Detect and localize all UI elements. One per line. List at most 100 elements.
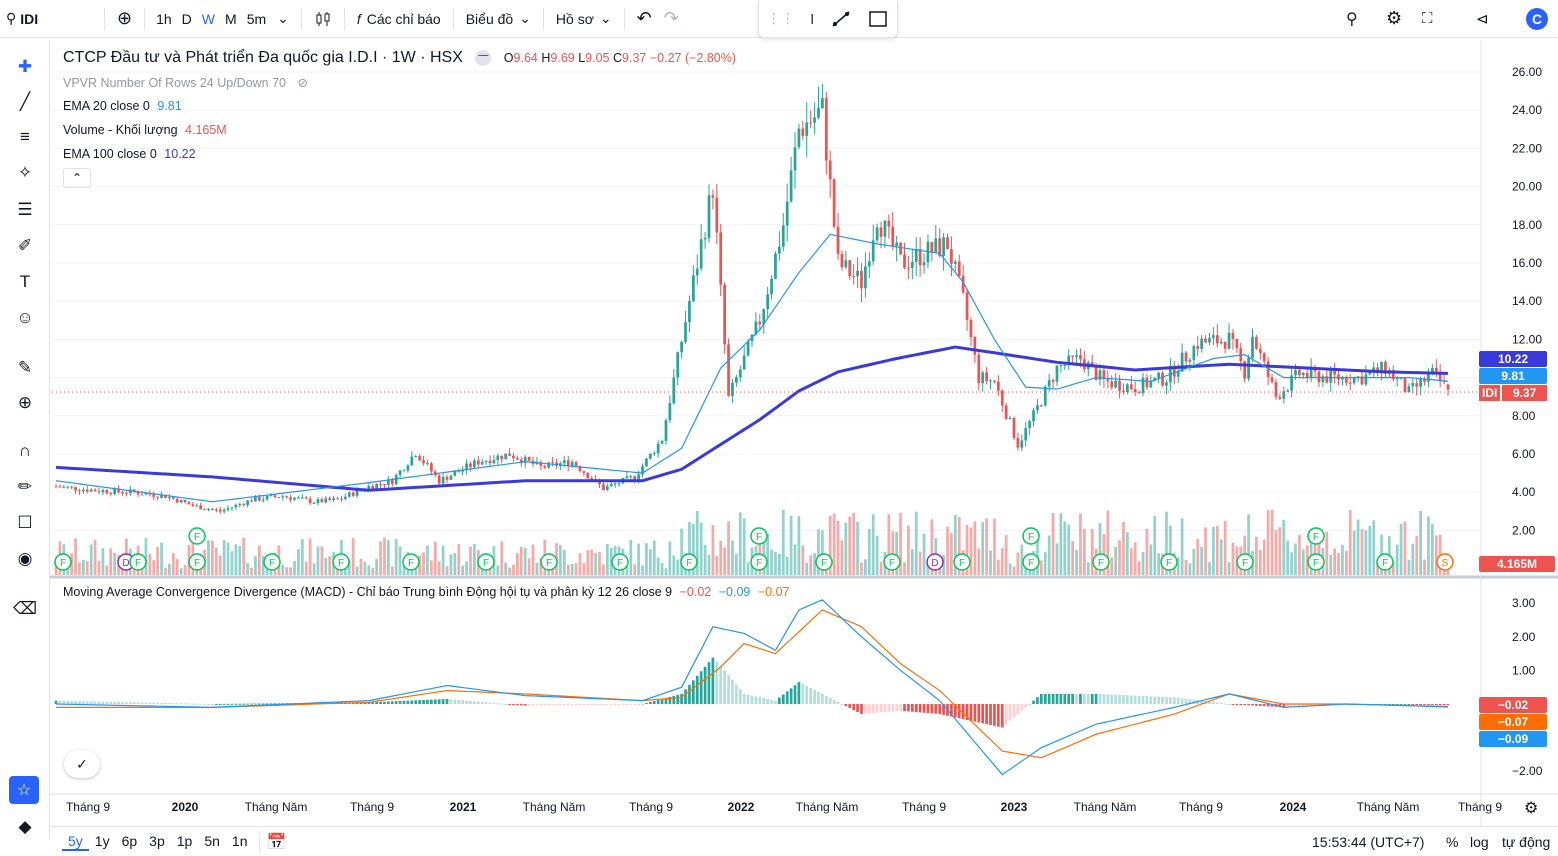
settings-button[interactable]: ⚙ <box>1380 0 1408 38</box>
fib-tool-icon[interactable]: ≡ <box>20 127 30 146</box>
volume-bar <box>242 537 246 575</box>
eye-icon[interactable]: ◉ <box>17 549 33 568</box>
range-5n[interactable]: 5n <box>204 832 220 849</box>
text-tool-icon[interactable]: T <box>19 272 31 291</box>
vertical-line-icon[interactable]: ǀ <box>810 10 814 27</box>
candle-body <box>668 403 672 421</box>
candle-body <box>946 237 949 250</box>
time-tick: 2021 <box>450 800 477 814</box>
candle-body <box>1059 365 1063 367</box>
macd-hist-bar <box>668 696 672 704</box>
candle-body <box>293 497 296 500</box>
axis-settings-button[interactable]: ⚙ <box>1524 798 1538 818</box>
candle-body <box>1075 355 1078 357</box>
redo-button[interactable]: ↷ <box>658 0 685 38</box>
range-1n[interactable]: 1n <box>231 832 248 849</box>
macd-hist-bar <box>449 699 453 704</box>
event-marker-f <box>750 527 768 545</box>
event-marker-f <box>1022 553 1040 571</box>
macd-label: Moving Average Convergence Divergence (M… <box>63 585 673 599</box>
macd-hist-bar <box>1247 704 1250 706</box>
interval-m[interactable]: M <box>225 10 237 27</box>
macd-hist-bar <box>613 704 617 705</box>
ruler-tool-icon[interactable]: ✎ <box>17 358 33 377</box>
volume-legend[interactable]: Volume - Khối lượng 4.165M <box>63 123 227 137</box>
ema100-legend[interactable]: EMA 100 close 0 10.22 <box>63 147 196 161</box>
ema20-legend[interactable]: EMA 20 close 0 9.81 <box>63 99 182 113</box>
profile-menu-button[interactable]: Hồ sơ ⌄ <box>550 0 618 38</box>
interval-w[interactable]: W <box>201 10 216 27</box>
add-compare-button[interactable]: ⊕ <box>111 0 138 38</box>
symbol-search[interactable]: ⚲ IDI <box>0 0 98 38</box>
collapse-legend-button[interactable]: ⌃ <box>63 168 91 188</box>
legend-menu-icon[interactable]: — <box>475 49 492 66</box>
log-toggle[interactable]: log <box>1470 833 1489 850</box>
volume-bar <box>484 560 488 575</box>
layers-icon[interactable]: ◆ <box>18 817 32 836</box>
interval-dropdown[interactable]: ⌄ <box>271 0 295 38</box>
lock-icon[interactable]: ☐ <box>17 513 33 532</box>
interval-d[interactable]: D <box>181 10 192 27</box>
vpvr-label: VPVR Number Of Rows 24 Up/Down 70 <box>63 76 287 90</box>
macd-hist-bar <box>426 699 429 704</box>
volume-bar <box>1411 543 1415 575</box>
range-6p[interactable]: 6p <box>121 832 138 849</box>
chart-title: CTCP Đầu tư và Phát triển Đa quốc gia I.… <box>63 49 463 66</box>
volume-bar <box>1106 510 1110 575</box>
emoji-tool-icon[interactable]: ☺ <box>16 308 34 327</box>
fullscreen-button[interactable]: ⛶ <box>1416 0 1439 38</box>
alert-button[interactable]: ⚲ <box>1340 0 1364 38</box>
macd-hist-bar <box>1258 704 1262 706</box>
chart-type-button[interactable] <box>308 0 338 38</box>
indicators-button[interactable]: f Các chỉ báo <box>351 0 447 38</box>
forecast-tool-icon[interactable]: ☰ <box>17 200 33 219</box>
interval-1h[interactable]: 1h <box>156 10 172 27</box>
go-to-date-icon[interactable]: 📅 <box>266 833 287 851</box>
brush-tool-icon[interactable]: ✐ <box>17 236 33 255</box>
crosshair-icon[interactable]: ✚ <box>17 57 33 76</box>
undo-button[interactable]: ↶ <box>631 0 658 38</box>
eye-off-icon[interactable]: ⊘ <box>297 76 308 90</box>
macd-hist-bar <box>664 697 668 704</box>
pattern-tool-icon[interactable]: ✧ <box>17 163 33 182</box>
macd-hist-bar <box>738 689 742 704</box>
chart-menu-button[interactable]: Biểu đồ ⌄ <box>460 0 537 38</box>
range-1y[interactable]: 1y <box>94 832 110 849</box>
volume-bar <box>336 563 339 575</box>
auto-toggle[interactable]: tự động <box>1502 833 1551 850</box>
time-tick: 2020 <box>172 800 199 814</box>
percent-toggle[interactable]: % <box>1446 833 1459 850</box>
trend-line-tool-icon[interactable]: ╱ <box>19 92 31 111</box>
volume-bar <box>797 516 801 575</box>
star-icon: ☆ <box>16 782 32 799</box>
volume-bar <box>1149 544 1153 575</box>
macd-legend[interactable]: Moving Average Convergence Divergence (M… <box>63 585 790 599</box>
interval-5m[interactable]: 5m <box>246 10 267 27</box>
candle-body <box>386 479 390 485</box>
macd-hist-bar <box>1196 700 1200 704</box>
macd-hist-bar <box>801 684 805 704</box>
share-button[interactable]: ⊲ <box>1470 0 1495 38</box>
vpvr-legend[interactable]: VPVR Number Of Rows 24 Up/Down 70 ⊘ <box>63 75 308 90</box>
watchlist-star-button[interactable]: ☆ <box>9 776 39 804</box>
zoom-in-icon[interactable]: ⊕ <box>17 393 33 412</box>
range-5y[interactable]: 5y <box>62 833 89 851</box>
macd-hist-bar <box>363 702 367 704</box>
drag-handle-icon[interactable]: ⋮⋮ <box>766 10 795 26</box>
lock-drawings-icon[interactable]: ✏ <box>17 477 33 496</box>
macd-hist-bar <box>492 702 496 704</box>
candle-body <box>1043 386 1047 406</box>
macd-hist-bar <box>512 704 515 705</box>
rectangle-icon[interactable] <box>867 9 889 29</box>
range-1p[interactable]: 1p <box>176 832 193 849</box>
volume-bar <box>770 549 773 575</box>
trend-line-icon[interactable] <box>830 9 852 29</box>
volume-bar <box>1204 527 1207 575</box>
macd-hist-bar <box>844 704 848 707</box>
range-3p[interactable]: 3p <box>149 832 165 849</box>
candle-body <box>695 268 699 276</box>
magnet-icon[interactable]: ∩ <box>18 441 32 460</box>
trash-icon[interactable]: ⌫ <box>12 599 38 618</box>
volume-bar <box>246 563 249 575</box>
